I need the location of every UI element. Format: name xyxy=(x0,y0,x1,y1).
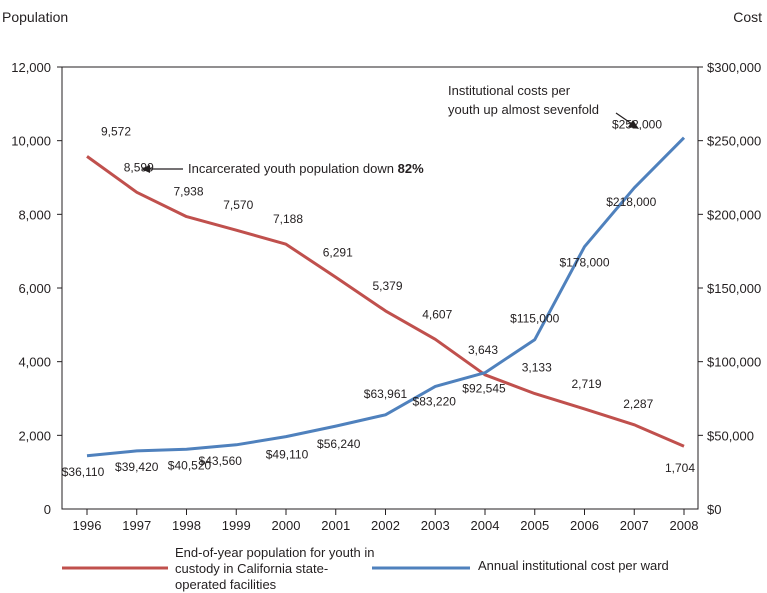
arrowhead-down-right-icon xyxy=(628,120,639,129)
annotation-cost-line-1: Institutional costs per xyxy=(448,83,571,98)
x-tick-label: 2005 xyxy=(520,518,549,533)
series-line-population xyxy=(86,155,685,448)
y-right-tick-label: $100,000 xyxy=(707,355,761,370)
arrowhead-left-icon xyxy=(141,165,150,173)
x-tick-label: 1997 xyxy=(122,518,151,533)
x-tick-label: 1996 xyxy=(73,518,102,533)
x-tick-label: 1999 xyxy=(222,518,251,533)
cost-data-label: $92,545 xyxy=(462,382,506,396)
cost-data-label: $49,110 xyxy=(266,448,309,462)
cost-data-labels: $36,110 $39,420 $40,520$43,560 $49,110 $56,2… xyxy=(62,118,663,479)
annotation-population-text: Incarcerated youth population down xyxy=(188,161,394,176)
y-right-tick-label: $300,000 xyxy=(707,60,761,75)
population-data-label: 5,379 xyxy=(372,279,402,293)
y-left-axis-title: Population xyxy=(2,9,68,25)
legend-label-cost: Annual institutional cost per ward xyxy=(478,558,669,573)
y-right-axis-ticks: $0 $50,000 $100,000 $150,000 $200,000 $250,00… xyxy=(698,60,761,517)
x-axis-ticks: 1996 1997 1998 1999 2000 2001 2002 2003 2004 2005… xyxy=(73,509,699,533)
x-tick-label: 2007 xyxy=(620,518,649,533)
y-right-tick-label: $200,000 xyxy=(707,207,761,222)
cost-data-label: $178,000 xyxy=(559,256,609,270)
y-left-tick-label: 2,000 xyxy=(18,428,51,443)
y-right-axis-title: Cost xyxy=(733,9,762,25)
y-right-tick-label: $50,000 xyxy=(707,428,754,443)
population-data-label: 3,133 xyxy=(522,361,552,375)
y-left-tick-label: 0 xyxy=(44,502,51,517)
y-left-axis-ticks: 0 2,000 4,000 6,000 8,000 10,000 12,000 xyxy=(11,60,62,517)
x-tick-label: 2002 xyxy=(371,518,400,533)
y-left-tick-label: 4,000 xyxy=(18,355,51,370)
x-tick-label: 2004 xyxy=(471,518,500,533)
annotation-cost-line-2: youth up almost sevenfold xyxy=(448,102,599,117)
annotation-population: Incarcerated youth population down 82% xyxy=(141,161,424,176)
y-left-tick-label: 6,000 xyxy=(18,281,51,296)
population-data-label: 7,570 xyxy=(223,198,253,212)
cost-data-label: $40,520 xyxy=(168,458,212,472)
x-tick-label: 1998 xyxy=(172,518,201,533)
x-tick-label: 2001 xyxy=(321,518,350,533)
annotation-population-percent: 82% xyxy=(398,161,424,176)
y-right-tick-label: $150,000 xyxy=(707,281,761,296)
annotation-cost: Institutional costs per youth up almost … xyxy=(448,83,639,129)
population-data-label: 6,291 xyxy=(323,245,353,259)
population-data-label: 4,607 xyxy=(422,307,452,321)
y-right-tick-label: $0 xyxy=(707,502,721,517)
cost-data-label: $63,961 xyxy=(364,387,408,401)
x-tick-label: 2008 xyxy=(670,518,699,533)
population-data-label: 1,704 xyxy=(665,461,695,475)
population-data-label: 7,938 xyxy=(173,185,203,199)
series-line-cost xyxy=(86,136,686,458)
x-tick-label: 2006 xyxy=(570,518,599,533)
cost-data-label: $115,000 xyxy=(510,312,559,326)
cost-data-label: $218,000 xyxy=(606,195,656,209)
x-tick-label: 2003 xyxy=(421,518,450,533)
y-right-tick-label: $250,000 xyxy=(707,134,761,149)
y-left-tick-label: 10,000 xyxy=(11,134,51,149)
svg-text:Incarcerated youth population: Incarcerated youth population down 82% xyxy=(188,161,424,176)
cost-data-label: $36,110 xyxy=(62,465,105,479)
cost-data-label: $83,220 xyxy=(413,394,457,408)
arrow-down-right-icon xyxy=(615,112,633,125)
population-data-label: 9,572 xyxy=(101,124,131,138)
y-left-tick-label: 8,000 xyxy=(18,207,51,222)
cost-data-label: $43,560 xyxy=(199,454,243,468)
x-tick-label: 2000 xyxy=(272,518,301,533)
y-left-tick-label: 12,000 xyxy=(11,60,51,75)
cost-data-label: $252,000 xyxy=(612,118,662,132)
population-data-labels: 9,5728,5997,9387,5707,1886,2915,3794,607… xyxy=(101,124,695,475)
cost-data-label: $56,240 xyxy=(317,437,361,451)
population-data-label: 2,287 xyxy=(623,397,653,411)
cost-data-label: $39,420 xyxy=(115,460,159,474)
population-data-label: 3,643 xyxy=(468,343,498,357)
population-data-label: 7,188 xyxy=(273,212,303,226)
population-data-label: 2,719 xyxy=(571,377,601,391)
